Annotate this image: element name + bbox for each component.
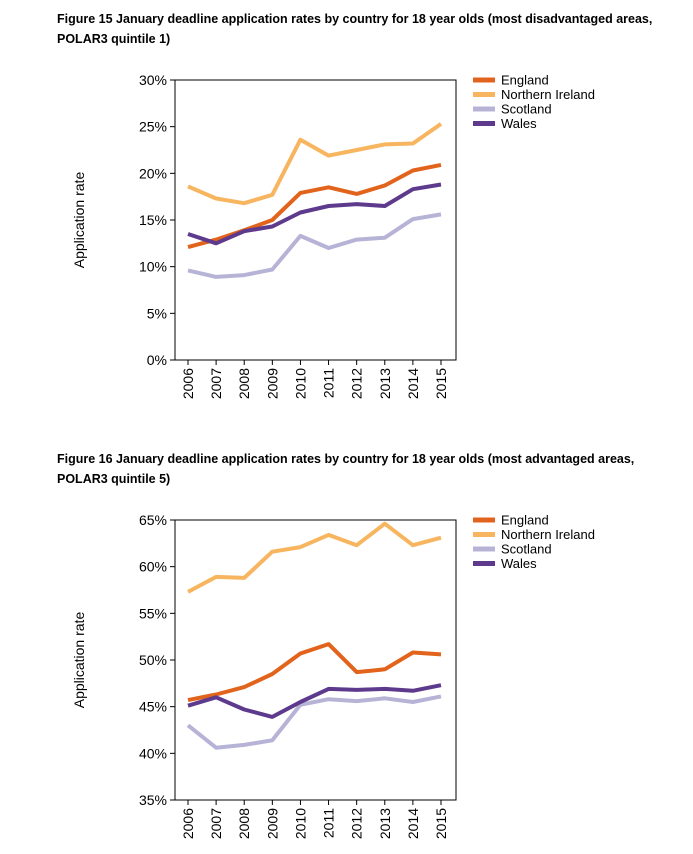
c2-series-line-scotland	[186, 694, 442, 750]
c1-x-tick-label: 2014	[405, 368, 421, 399]
c2-legend-label-northern-ireland: Northern Ireland	[501, 527, 595, 542]
c2-plot-frame	[174, 519, 457, 801]
c2-legend-label-scotland: Scotland	[501, 542, 552, 557]
c2-x-tick-label: 2012	[349, 808, 365, 839]
c1-y-tick-label: 15%	[139, 212, 167, 228]
c2-legend-label-england: England	[501, 513, 549, 528]
c2-y-tick-label: 45%	[139, 699, 167, 715]
c2-y-tick-label: 55%	[139, 605, 167, 621]
c2-series-line-england	[187, 642, 442, 703]
figure-16-title: Figure 16 January deadline application r…	[57, 452, 635, 486]
c1-series-line-wales	[187, 182, 442, 246]
figure-15-title: Figure 15 January deadline application r…	[57, 12, 653, 46]
c1-legend-label-scotland: Scotland	[501, 102, 552, 117]
c1-legend-label-england: England	[501, 73, 549, 88]
c2-series-line-northern-ireland	[187, 521, 442, 594]
c1-series-line-northern-ireland	[187, 122, 443, 206]
c2-x-tick-label: 2009	[264, 808, 280, 839]
c1-series-line-england	[187, 162, 442, 250]
c1-x-tick-label: 2015	[433, 368, 449, 399]
c1-x-tick-label: 2009	[264, 368, 280, 399]
c1-y-tick-label: 20%	[139, 165, 167, 181]
c2-x-tick-label: 2013	[377, 808, 393, 839]
c1-x-tick-label: 2011	[321, 368, 337, 398]
figure-16-chart: 35% 40% 45% 50% 55% 60% 65% 2006 2007 2008 2009 201…	[71, 512, 595, 839]
c2-y-tick-label: 65%	[139, 512, 167, 528]
c2-y-tick-label: 35%	[139, 792, 167, 808]
c1-x-tick-label: 2013	[377, 368, 393, 399]
c1-series-line-scotland	[187, 212, 442, 279]
c2-y-tick-label: 60%	[139, 559, 167, 575]
c2-x-tick-label: 2015	[433, 808, 449, 839]
c2-x-tick-label: 2014	[405, 808, 421, 839]
figure-15-chart: 0% 5% 10% 15% 20% 25% 30% 2006 2007 2008 2009 2010 2…	[71, 72, 595, 399]
c2-x-tick-label: 2008	[236, 808, 252, 839]
c1-legend-label-northern-ireland: Northern Ireland	[501, 87, 595, 102]
c1-x-tick-label: 2008	[236, 368, 252, 399]
c2-legend-label-wales: Wales	[501, 556, 537, 571]
c2-y-axis-label: Application rate	[71, 612, 87, 709]
c1-x-tick-label: 2010	[292, 368, 308, 399]
c1-y-tick-label: 0%	[147, 352, 167, 368]
c2-x-tick-label: 2010	[292, 808, 308, 839]
c1-y-tick-label: 30%	[139, 72, 167, 88]
c2-y-tick-label: 50%	[139, 652, 167, 668]
c2-y-tick-label: 40%	[139, 745, 167, 761]
c1-legend-label-wales: Wales	[501, 116, 537, 131]
c1-x-tick-label: 2007	[208, 368, 224, 399]
c2-x-tick-label: 2006	[180, 808, 196, 839]
c1-x-tick-label: 2006	[180, 368, 196, 399]
c1-y-tick-label: 5%	[147, 305, 167, 321]
c1-y-tick-label: 10%	[139, 259, 167, 275]
c1-x-tick-label: 2012	[349, 368, 365, 399]
c2-series-line-wales	[187, 683, 442, 719]
c1-y-tick-label: 25%	[139, 119, 167, 135]
c2-x-tick-label: 2007	[208, 808, 224, 839]
c2-x-tick-label: 2011	[321, 808, 337, 838]
c1-y-axis-label: Application rate	[71, 172, 87, 269]
